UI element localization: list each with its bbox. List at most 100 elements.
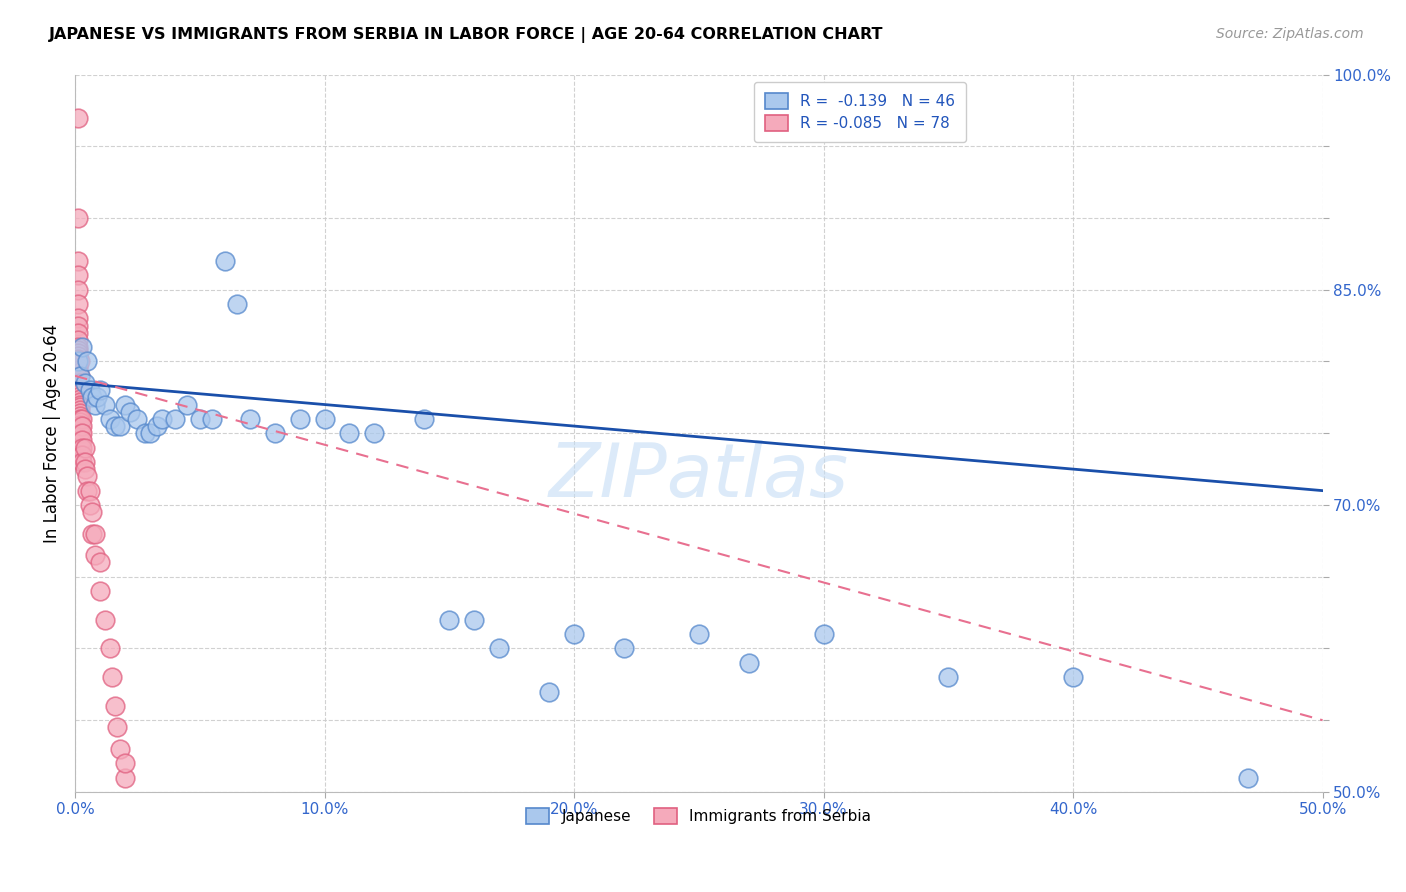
Point xyxy=(82,505,104,519)
Point xyxy=(69,394,91,409)
Point xyxy=(127,412,149,426)
Point xyxy=(66,372,89,386)
Point xyxy=(104,698,127,713)
Point xyxy=(150,412,173,426)
Point xyxy=(66,375,89,389)
Point xyxy=(89,383,111,397)
Point xyxy=(72,340,94,354)
Point xyxy=(413,412,436,426)
Point xyxy=(613,641,636,656)
Point xyxy=(69,354,91,368)
Point xyxy=(738,656,761,670)
Point xyxy=(86,390,108,404)
Point xyxy=(72,426,94,441)
Point xyxy=(463,613,485,627)
Point xyxy=(101,670,124,684)
Point xyxy=(188,412,211,426)
Point xyxy=(108,419,131,434)
Point xyxy=(439,613,461,627)
Point xyxy=(69,406,91,420)
Point xyxy=(73,441,96,455)
Y-axis label: In Labor Force | Age 20-64: In Labor Force | Age 20-64 xyxy=(44,324,60,543)
Point xyxy=(66,346,89,360)
Point xyxy=(108,742,131,756)
Point xyxy=(66,380,89,394)
Point xyxy=(66,268,89,283)
Point xyxy=(66,354,89,368)
Point xyxy=(69,386,91,401)
Point xyxy=(538,684,561,698)
Point xyxy=(488,641,510,656)
Point xyxy=(201,412,224,426)
Point xyxy=(226,297,249,311)
Point xyxy=(562,627,585,641)
Point xyxy=(72,455,94,469)
Point xyxy=(79,483,101,498)
Point xyxy=(66,368,89,383)
Point xyxy=(66,366,89,380)
Point xyxy=(263,426,285,441)
Point xyxy=(176,398,198,412)
Point xyxy=(288,412,311,426)
Point xyxy=(66,392,89,406)
Point xyxy=(66,357,89,371)
Point xyxy=(72,448,94,462)
Point xyxy=(66,211,89,225)
Point xyxy=(72,441,94,455)
Point xyxy=(79,498,101,512)
Point xyxy=(1062,670,1084,684)
Point xyxy=(114,398,136,412)
Point xyxy=(69,368,91,383)
Point xyxy=(69,448,91,462)
Point xyxy=(98,412,121,426)
Point xyxy=(66,377,89,392)
Point xyxy=(66,383,89,397)
Point xyxy=(69,398,91,412)
Point xyxy=(66,360,89,375)
Text: Source: ZipAtlas.com: Source: ZipAtlas.com xyxy=(1216,27,1364,41)
Point xyxy=(73,462,96,476)
Point xyxy=(66,340,89,354)
Point xyxy=(104,419,127,434)
Point xyxy=(72,419,94,434)
Point xyxy=(66,389,89,403)
Point xyxy=(69,403,91,417)
Point xyxy=(66,351,89,366)
Point xyxy=(84,548,107,562)
Point xyxy=(118,405,141,419)
Point xyxy=(66,311,89,326)
Point xyxy=(66,326,89,340)
Point xyxy=(66,386,89,401)
Text: ZIPatlas: ZIPatlas xyxy=(548,441,849,512)
Point xyxy=(84,526,107,541)
Text: JAPANESE VS IMMIGRANTS FROM SERBIA IN LABOR FORCE | AGE 20-64 CORRELATION CHART: JAPANESE VS IMMIGRANTS FROM SERBIA IN LA… xyxy=(49,27,884,43)
Point xyxy=(69,441,91,455)
Point xyxy=(66,297,89,311)
Point xyxy=(98,641,121,656)
Point xyxy=(69,392,91,406)
Point xyxy=(239,412,262,426)
Point xyxy=(134,426,156,441)
Point xyxy=(139,426,162,441)
Point xyxy=(107,720,129,734)
Point xyxy=(72,434,94,448)
Point xyxy=(114,756,136,771)
Point xyxy=(69,417,91,432)
Point xyxy=(69,434,91,448)
Point xyxy=(69,401,91,415)
Point xyxy=(82,526,104,541)
Point xyxy=(66,111,89,125)
Point xyxy=(76,469,98,483)
Point xyxy=(84,398,107,412)
Point xyxy=(76,354,98,368)
Point xyxy=(69,389,91,403)
Point xyxy=(72,412,94,426)
Point xyxy=(936,670,959,684)
Point xyxy=(1236,771,1258,785)
Point xyxy=(79,383,101,397)
Point xyxy=(69,412,91,426)
Point xyxy=(66,394,89,409)
Point xyxy=(66,354,89,368)
Point xyxy=(66,283,89,297)
Point xyxy=(66,363,89,377)
